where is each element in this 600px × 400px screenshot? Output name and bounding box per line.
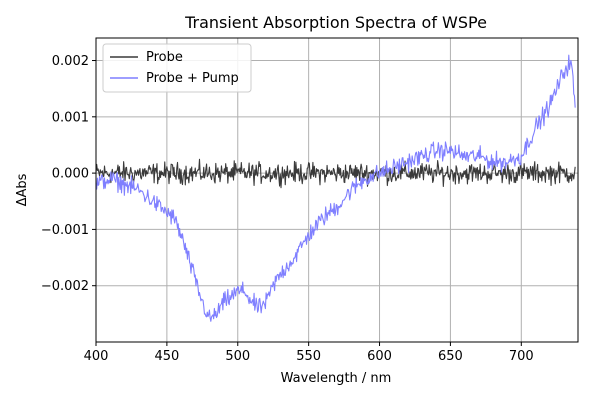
x-tick-label: 400 bbox=[84, 349, 109, 364]
axis-ticks: 400 450 500 550 600 650 700 −0.002 −0.001 0.000 0.… bbox=[41, 54, 534, 364]
y-tick-label: 0.001 bbox=[52, 110, 89, 125]
legend-box bbox=[102, 43, 252, 93]
series-lines bbox=[95, 54, 576, 322]
x-tick-label: 550 bbox=[296, 349, 321, 364]
series-line-probe bbox=[95, 158, 576, 189]
y-tick-label: −0.001 bbox=[41, 223, 89, 238]
chart-title: Transient Absorption Spectra of WSPe bbox=[184, 13, 487, 32]
legend: Probe Probe + Pump bbox=[102, 43, 252, 93]
plot-frame bbox=[95, 37, 579, 343]
y-tick-label: −0.002 bbox=[41, 279, 89, 294]
legend-label-probe-pump: Probe + Pump bbox=[146, 71, 239, 86]
x-axis-label: Wavelength / nm bbox=[281, 371, 392, 386]
legend-label-probe: Probe bbox=[146, 50, 183, 65]
series-line-probe-pump bbox=[95, 54, 576, 322]
x-tick-label: 500 bbox=[225, 349, 250, 364]
y-tick-label: 0.002 bbox=[52, 54, 89, 69]
x-tick-label: 600 bbox=[367, 349, 392, 364]
y-axis-label: ΔAbs bbox=[15, 173, 30, 206]
x-tick-label: 700 bbox=[509, 349, 534, 364]
x-tick-label: 650 bbox=[438, 349, 463, 364]
y-tick-label: 0.000 bbox=[52, 167, 89, 182]
x-tick-label: 450 bbox=[154, 349, 179, 364]
